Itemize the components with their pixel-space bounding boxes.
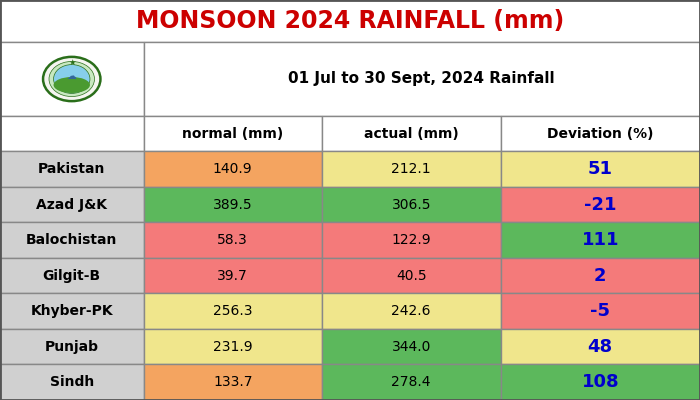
FancyBboxPatch shape [322,329,500,364]
Text: 48: 48 [588,338,612,356]
Text: Pakistan: Pakistan [38,162,106,176]
FancyBboxPatch shape [144,151,322,187]
FancyBboxPatch shape [500,258,700,293]
FancyBboxPatch shape [322,151,500,187]
Ellipse shape [43,57,101,101]
FancyBboxPatch shape [500,222,700,258]
Text: MONSOON 2024 RAINFALL (mm): MONSOON 2024 RAINFALL (mm) [136,9,564,33]
Text: 306.5: 306.5 [391,198,431,212]
FancyBboxPatch shape [0,364,144,400]
Text: 212.1: 212.1 [391,162,431,176]
Text: -21: -21 [584,196,617,214]
Text: 108: 108 [582,373,619,391]
FancyBboxPatch shape [500,187,700,222]
Text: 242.6: 242.6 [391,304,431,318]
FancyBboxPatch shape [500,364,700,400]
FancyBboxPatch shape [144,42,700,116]
FancyBboxPatch shape [0,116,144,151]
FancyBboxPatch shape [0,222,144,258]
FancyBboxPatch shape [144,187,322,222]
Text: 51: 51 [588,160,612,178]
FancyBboxPatch shape [322,258,500,293]
Text: 58.3: 58.3 [218,233,248,247]
FancyBboxPatch shape [144,116,322,151]
Text: 140.9: 140.9 [213,162,253,176]
FancyBboxPatch shape [0,293,144,329]
FancyBboxPatch shape [144,329,322,364]
FancyBboxPatch shape [322,293,500,329]
FancyBboxPatch shape [144,258,322,293]
Text: actual (mm): actual (mm) [364,126,458,140]
Text: 01 Jul to 30 Sept, 2024 Rainfall: 01 Jul to 30 Sept, 2024 Rainfall [288,72,555,86]
Text: 39.7: 39.7 [218,269,248,282]
Text: Punjab: Punjab [45,340,99,354]
Text: Balochistan: Balochistan [26,233,118,247]
Text: Sindh: Sindh [50,375,94,389]
Text: normal (mm): normal (mm) [182,126,284,140]
FancyBboxPatch shape [500,151,700,187]
Text: 256.3: 256.3 [213,304,253,318]
FancyBboxPatch shape [0,329,144,364]
FancyBboxPatch shape [322,364,500,400]
Text: 389.5: 389.5 [213,198,253,212]
Text: Deviation (%): Deviation (%) [547,126,654,140]
FancyBboxPatch shape [144,293,322,329]
Text: 111: 111 [582,231,619,249]
Text: 40.5: 40.5 [396,269,426,282]
FancyBboxPatch shape [322,222,500,258]
Ellipse shape [53,77,90,93]
FancyBboxPatch shape [144,364,322,400]
Text: ★: ★ [68,58,76,67]
FancyBboxPatch shape [0,187,144,222]
Text: 344.0: 344.0 [391,340,431,354]
FancyBboxPatch shape [0,0,700,42]
Ellipse shape [53,65,90,93]
Text: 278.4: 278.4 [391,375,431,389]
FancyBboxPatch shape [500,293,700,329]
Text: Khyber-PK: Khyber-PK [30,304,113,318]
FancyBboxPatch shape [0,151,144,187]
Ellipse shape [49,62,94,96]
Text: Gilgit-B: Gilgit-B [43,269,101,282]
FancyBboxPatch shape [500,116,700,151]
Text: 2: 2 [594,266,606,285]
Text: Azad J&K: Azad J&K [36,198,107,212]
FancyBboxPatch shape [144,222,322,258]
Text: -5: -5 [590,302,610,320]
FancyBboxPatch shape [500,329,700,364]
Text: 231.9: 231.9 [213,340,253,354]
FancyBboxPatch shape [322,116,500,151]
Text: ☁: ☁ [67,71,76,81]
FancyBboxPatch shape [0,42,144,116]
Text: 133.7: 133.7 [213,375,253,389]
Text: 122.9: 122.9 [391,233,431,247]
FancyBboxPatch shape [322,187,500,222]
FancyBboxPatch shape [0,258,144,293]
